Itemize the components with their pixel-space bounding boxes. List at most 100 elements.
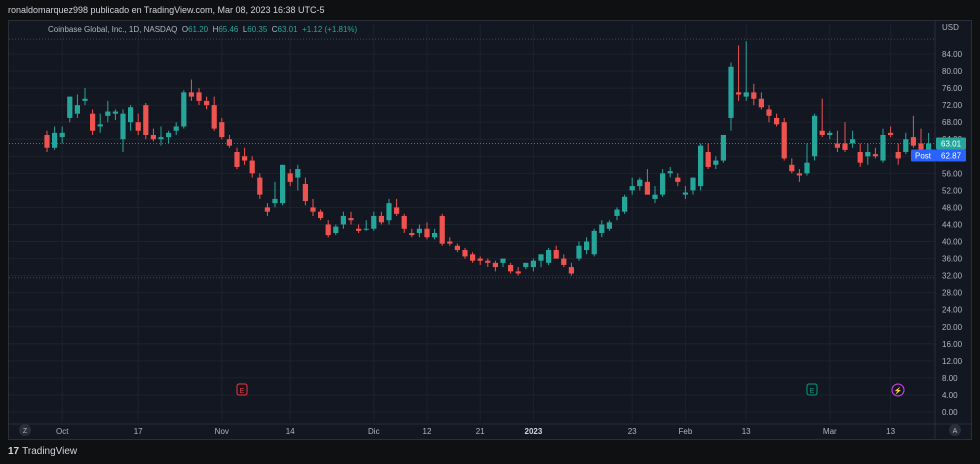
candle-body[interactable]	[348, 218, 354, 221]
candle-body[interactable]	[865, 152, 871, 157]
candle-body[interactable]	[591, 230, 597, 255]
candle-body[interactable]	[644, 181, 650, 195]
candle-body[interactable]	[181, 92, 187, 127]
candle-body[interactable]	[378, 215, 384, 223]
candle-body[interactable]	[409, 233, 415, 236]
earnings-flag-1[interactable]	[236, 383, 248, 396]
candle-body[interactable]	[796, 173, 802, 176]
candle-body[interactable]	[500, 258, 506, 263]
candle-body[interactable]	[705, 152, 711, 167]
candle-body[interactable]	[295, 169, 301, 178]
candle-body[interactable]	[302, 183, 308, 202]
candle-body[interactable]	[394, 207, 400, 214]
candle-body[interactable]	[272, 198, 278, 204]
candle-body[interactable]	[819, 130, 825, 135]
candle-body[interactable]	[903, 139, 909, 153]
candle-body[interactable]	[888, 132, 894, 135]
candle-body[interactable]	[401, 215, 407, 229]
candle-body[interactable]	[728, 66, 734, 118]
candle-body[interactable]	[652, 194, 658, 199]
candle-body[interactable]	[614, 209, 620, 216]
candle-body[interactable]	[682, 192, 688, 195]
candle-body[interactable]	[508, 264, 514, 272]
candle-body[interactable]	[880, 134, 886, 161]
candle-body[interactable]	[515, 271, 521, 274]
candle-body[interactable]	[743, 92, 749, 97]
candle-body[interactable]	[660, 173, 666, 195]
candle-body[interactable]	[698, 145, 704, 187]
candle-body[interactable]	[546, 250, 552, 263]
candle-body[interactable]	[219, 122, 225, 138]
candle-body[interactable]	[128, 107, 134, 123]
candle-body[interactable]	[196, 92, 202, 101]
candle-body[interactable]	[59, 132, 65, 138]
candle-body[interactable]	[774, 117, 780, 125]
zoom-reset-button[interactable]	[19, 424, 31, 436]
candle-body[interactable]	[112, 111, 118, 114]
candle-body[interactable]	[637, 179, 643, 187]
candle-body[interactable]	[568, 267, 574, 274]
candle-body[interactable]	[188, 92, 194, 97]
candle-body[interactable]	[432, 233, 438, 238]
candle-body[interactable]	[52, 132, 58, 148]
candle-body[interactable]	[553, 250, 559, 259]
candle-body[interactable]	[424, 228, 430, 238]
candle-body[interactable]	[667, 171, 673, 174]
candle-body[interactable]	[789, 164, 795, 172]
earnings-flag-2[interactable]	[806, 383, 818, 396]
chart-panel[interactable]	[8, 20, 972, 440]
candle-body[interactable]	[44, 134, 50, 148]
candle-body[interactable]	[135, 122, 141, 131]
candle-body[interactable]	[751, 92, 757, 99]
candle-body[interactable]	[416, 228, 422, 233]
candle-body[interactable]	[910, 137, 916, 146]
candle-body[interactable]	[340, 215, 346, 225]
candle-body[interactable]	[439, 215, 445, 244]
candle-body[interactable]	[857, 152, 863, 163]
candle-body[interactable]	[143, 105, 149, 135]
candle-body[interactable]	[850, 139, 856, 144]
dividend-split-flag[interactable]	[891, 383, 905, 397]
candle-body[interactable]	[713, 160, 719, 165]
candle-body[interactable]	[690, 177, 696, 191]
candle-body[interactable]	[477, 258, 483, 261]
candle-body[interactable]	[523, 262, 529, 268]
candle-body[interactable]	[538, 254, 544, 261]
candle-body[interactable]	[812, 115, 818, 157]
auto-scale-button[interactable]	[949, 424, 961, 436]
candle-body[interactable]	[736, 92, 742, 95]
candle-body[interactable]	[454, 245, 460, 251]
candle-body[interactable]	[67, 96, 73, 118]
candle-body[interactable]	[211, 105, 217, 129]
candle-body[interactable]	[264, 207, 270, 212]
candle-body[interactable]	[599, 224, 605, 233]
candle-body[interactable]	[310, 207, 316, 212]
candle-body[interactable]	[766, 109, 772, 116]
candle-body[interactable]	[576, 245, 582, 259]
candle-body[interactable]	[606, 222, 612, 229]
candle-body[interactable]	[325, 224, 331, 236]
candle-body[interactable]	[74, 105, 80, 114]
candle-body[interactable]	[150, 134, 156, 140]
candle-body[interactable]	[561, 258, 567, 265]
candle-body[interactable]	[120, 113, 126, 140]
candle-body[interactable]	[804, 162, 810, 174]
candle-body[interactable]	[462, 250, 468, 257]
candle-body[interactable]	[287, 173, 293, 182]
candle-body[interactable]	[926, 143, 932, 152]
candle-body[interactable]	[204, 100, 210, 106]
candle-body[interactable]	[166, 132, 172, 138]
candle-body[interactable]	[584, 241, 590, 251]
candle-body[interactable]	[834, 143, 840, 148]
candle-body[interactable]	[918, 143, 924, 150]
candle-body[interactable]	[386, 203, 392, 221]
candle-body[interactable]	[492, 262, 498, 268]
candle-body[interactable]	[280, 164, 286, 204]
candle-body[interactable]	[758, 98, 764, 108]
candle-body[interactable]	[720, 134, 726, 161]
candle-body[interactable]	[485, 260, 491, 263]
candle-body[interactable]	[530, 260, 536, 268]
candle-body[interactable]	[447, 241, 453, 244]
candle-body[interactable]	[97, 124, 103, 127]
